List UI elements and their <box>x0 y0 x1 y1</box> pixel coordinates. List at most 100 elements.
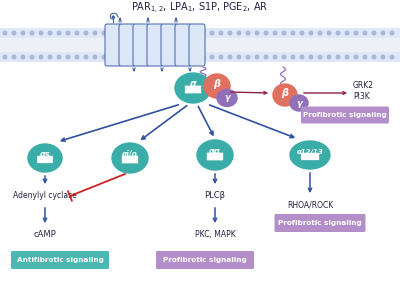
Circle shape <box>210 55 214 59</box>
Circle shape <box>39 55 43 59</box>
Circle shape <box>120 55 124 59</box>
FancyBboxPatch shape <box>156 251 254 269</box>
FancyBboxPatch shape <box>122 155 138 164</box>
Circle shape <box>147 55 151 59</box>
Circle shape <box>228 31 232 35</box>
FancyBboxPatch shape <box>147 24 163 66</box>
Circle shape <box>372 55 376 59</box>
Ellipse shape <box>28 144 62 172</box>
Circle shape <box>228 55 232 59</box>
FancyBboxPatch shape <box>11 251 109 269</box>
Circle shape <box>345 31 349 35</box>
Circle shape <box>255 31 259 35</box>
Circle shape <box>264 31 268 35</box>
Circle shape <box>3 55 7 59</box>
Circle shape <box>183 31 187 35</box>
FancyBboxPatch shape <box>161 24 177 66</box>
Circle shape <box>57 55 61 59</box>
Circle shape <box>111 55 115 59</box>
Circle shape <box>66 31 70 35</box>
Circle shape <box>111 31 115 35</box>
Circle shape <box>372 31 376 35</box>
FancyBboxPatch shape <box>175 24 191 66</box>
Circle shape <box>318 55 322 59</box>
FancyBboxPatch shape <box>184 85 202 94</box>
Ellipse shape <box>290 141 330 169</box>
Ellipse shape <box>197 140 233 170</box>
Ellipse shape <box>290 95 308 111</box>
Circle shape <box>48 55 52 59</box>
Circle shape <box>93 31 97 35</box>
FancyBboxPatch shape <box>105 24 121 66</box>
Circle shape <box>219 31 223 35</box>
Circle shape <box>291 31 295 35</box>
Circle shape <box>201 31 205 35</box>
Circle shape <box>93 55 97 59</box>
Circle shape <box>219 55 223 59</box>
Ellipse shape <box>175 73 211 103</box>
Circle shape <box>282 55 286 59</box>
FancyBboxPatch shape <box>133 24 149 66</box>
Circle shape <box>129 55 133 59</box>
Circle shape <box>156 31 160 35</box>
Text: PAR$_{1,2}$, LPA$_1$, S1P, PGE$_2$, AR: PAR$_{1,2}$, LPA$_1$, S1P, PGE$_2$, AR <box>131 0 269 15</box>
Circle shape <box>345 55 349 59</box>
Circle shape <box>381 55 385 59</box>
Text: Adenylyl cyclase: Adenylyl cyclase <box>13 191 77 200</box>
Circle shape <box>84 31 88 35</box>
Text: Antifibrotic signaling: Antifibrotic signaling <box>16 257 104 263</box>
Circle shape <box>336 31 340 35</box>
Circle shape <box>363 31 367 35</box>
FancyBboxPatch shape <box>0 52 400 62</box>
Circle shape <box>57 31 61 35</box>
Circle shape <box>129 31 133 35</box>
Circle shape <box>255 55 259 59</box>
Circle shape <box>390 31 394 35</box>
Text: Profibrotic signaling: Profibrotic signaling <box>163 257 247 263</box>
Circle shape <box>102 55 106 59</box>
Circle shape <box>156 55 160 59</box>
Text: GRK2
PI3K: GRK2 PI3K <box>353 81 374 101</box>
Circle shape <box>48 31 52 35</box>
Circle shape <box>264 55 268 59</box>
Circle shape <box>291 55 295 59</box>
Circle shape <box>354 55 358 59</box>
Text: αi/o: αi/o <box>122 150 138 159</box>
Circle shape <box>21 31 25 35</box>
Circle shape <box>192 31 196 35</box>
FancyBboxPatch shape <box>37 155 53 163</box>
Circle shape <box>138 31 142 35</box>
Circle shape <box>12 55 16 59</box>
Circle shape <box>327 31 331 35</box>
Circle shape <box>273 55 277 59</box>
Circle shape <box>237 55 241 59</box>
FancyBboxPatch shape <box>206 152 224 161</box>
Text: cAMP: cAMP <box>34 230 56 239</box>
Circle shape <box>174 31 178 35</box>
FancyBboxPatch shape <box>119 24 135 66</box>
Ellipse shape <box>204 74 230 98</box>
Text: Profibrotic signaling: Profibrotic signaling <box>303 112 387 118</box>
FancyBboxPatch shape <box>189 24 205 66</box>
Circle shape <box>354 31 358 35</box>
Circle shape <box>210 31 214 35</box>
FancyBboxPatch shape <box>0 38 400 52</box>
Circle shape <box>138 55 142 59</box>
Circle shape <box>30 31 34 35</box>
Circle shape <box>183 55 187 59</box>
Circle shape <box>12 31 16 35</box>
Circle shape <box>174 55 178 59</box>
Text: γ: γ <box>224 94 230 102</box>
Circle shape <box>273 31 277 35</box>
Circle shape <box>309 31 313 35</box>
Circle shape <box>21 55 25 59</box>
Text: RHOA/ROCK: RHOA/ROCK <box>287 200 333 209</box>
Text: α12/13: α12/13 <box>297 149 323 155</box>
Circle shape <box>309 55 313 59</box>
Text: αs: αs <box>40 150 50 159</box>
Text: Profibrotic signaling: Profibrotic signaling <box>278 220 362 226</box>
Circle shape <box>30 55 34 59</box>
Circle shape <box>381 31 385 35</box>
Ellipse shape <box>273 84 297 106</box>
Circle shape <box>165 55 169 59</box>
